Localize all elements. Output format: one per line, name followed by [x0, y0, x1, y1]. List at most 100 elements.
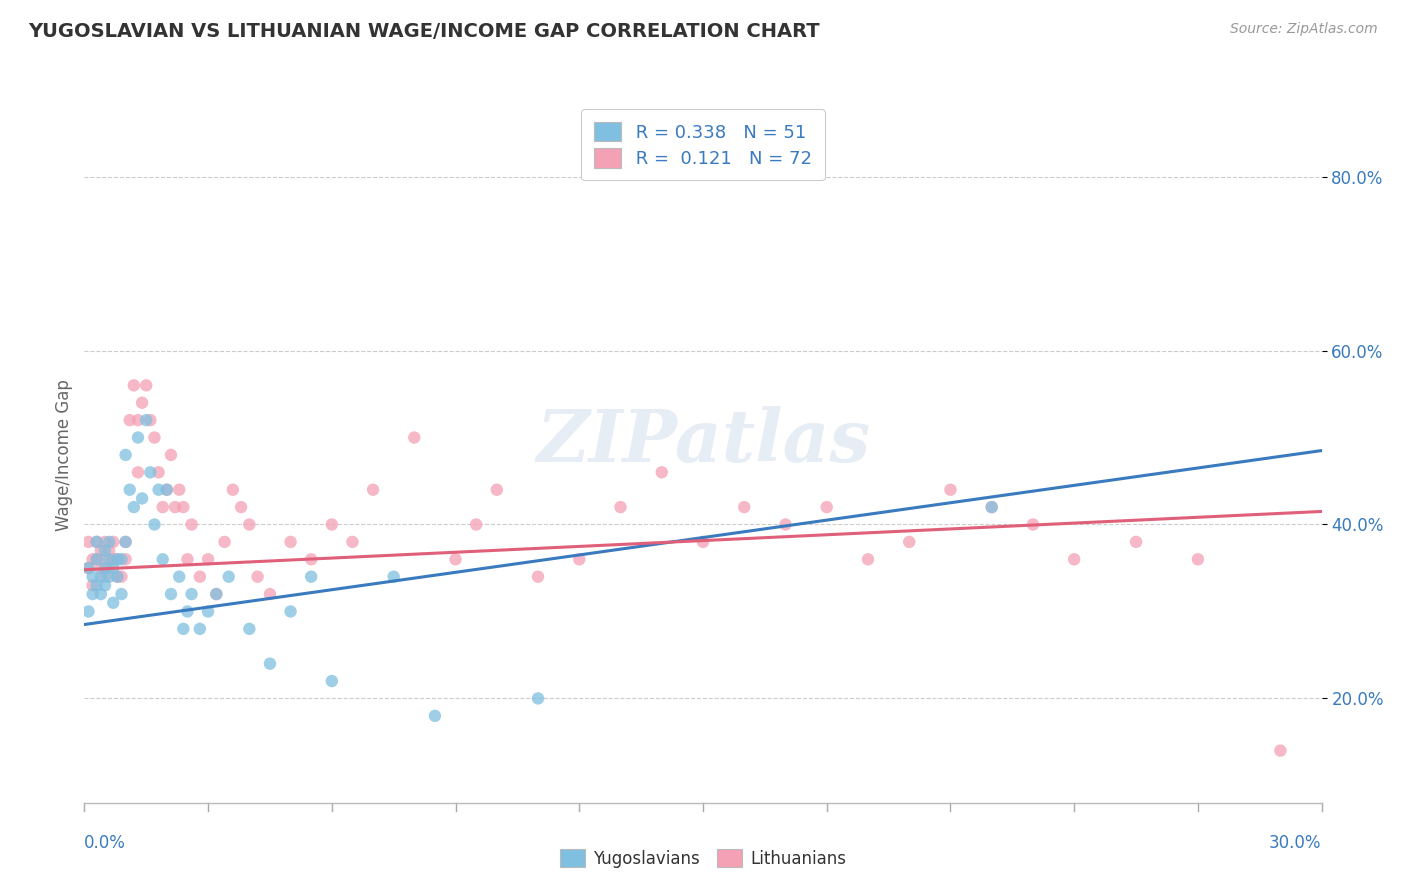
Point: [404, 430, 426, 444]
Point: [280, 605, 302, 619]
Point: [122, 378, 145, 392]
Point: [135, 378, 157, 392]
Point: [105, 570, 128, 584]
Point: [197, 552, 219, 566]
Point: [1022, 517, 1045, 532]
Point: [86, 552, 108, 566]
Point: [280, 534, 302, 549]
Point: [86, 578, 108, 592]
Point: [118, 413, 141, 427]
Point: [90, 587, 112, 601]
Point: [82, 570, 104, 584]
Point: [94, 534, 117, 549]
Point: [160, 448, 183, 462]
Point: [980, 500, 1002, 514]
Point: [485, 483, 508, 497]
Point: [98, 552, 121, 566]
Point: [86, 534, 108, 549]
Point: [77, 561, 100, 575]
Text: ZIPatlas: ZIPatlas: [536, 406, 870, 476]
Point: [105, 552, 128, 566]
Point: [86, 534, 108, 549]
Point: [86, 552, 108, 566]
Point: [259, 587, 281, 601]
Point: [815, 500, 838, 514]
Point: [77, 605, 100, 619]
Point: [94, 578, 117, 592]
Point: [238, 622, 260, 636]
Point: [148, 483, 170, 497]
Point: [299, 552, 322, 566]
Legend: Yugoslavians, Lithuanians: Yugoslavians, Lithuanians: [554, 842, 852, 874]
Point: [692, 534, 714, 549]
Text: YUGOSLAVIAN VS LITHUANIAN WAGE/INCOME GAP CORRELATION CHART: YUGOSLAVIAN VS LITHUANIAN WAGE/INCOME GA…: [28, 22, 820, 41]
Text: 30.0%: 30.0%: [1270, 834, 1322, 852]
Point: [361, 483, 384, 497]
Point: [1270, 744, 1292, 758]
Point: [143, 517, 166, 532]
Point: [1063, 552, 1085, 566]
Point: [568, 552, 591, 566]
Point: [103, 561, 125, 575]
Point: [321, 517, 343, 532]
Point: [156, 483, 179, 497]
Point: [77, 561, 100, 575]
Point: [214, 534, 236, 549]
Point: [139, 413, 162, 427]
Point: [98, 570, 121, 584]
Point: [90, 570, 112, 584]
Point: [165, 500, 187, 514]
Point: [103, 596, 125, 610]
Point: [82, 552, 104, 566]
Point: [527, 570, 550, 584]
Point: [898, 534, 921, 549]
Point: [114, 534, 136, 549]
Point: [167, 483, 190, 497]
Point: [205, 587, 228, 601]
Point: [82, 578, 104, 592]
Point: [139, 466, 162, 480]
Point: [156, 483, 179, 497]
Point: [135, 413, 157, 427]
Point: [105, 570, 128, 584]
Point: [197, 605, 219, 619]
Point: [90, 543, 112, 558]
Point: [980, 500, 1002, 514]
Point: [651, 466, 673, 480]
Point: [110, 552, 132, 566]
Point: [1125, 534, 1147, 549]
Point: [229, 500, 252, 514]
Point: [82, 587, 104, 601]
Point: [94, 552, 117, 566]
Point: [114, 534, 136, 549]
Point: [238, 517, 260, 532]
Point: [127, 413, 149, 427]
Point: [465, 517, 488, 532]
Text: Source: ZipAtlas.com: Source: ZipAtlas.com: [1230, 22, 1378, 37]
Point: [188, 622, 211, 636]
Point: [143, 430, 166, 444]
Point: [167, 570, 190, 584]
Point: [118, 483, 141, 497]
Point: [527, 691, 550, 706]
Point: [127, 430, 149, 444]
Point: [103, 534, 125, 549]
Point: [98, 534, 121, 549]
Point: [172, 500, 194, 514]
Point: [342, 534, 364, 549]
Point: [114, 448, 136, 462]
Point: [77, 534, 100, 549]
Point: [259, 657, 281, 671]
Point: [94, 561, 117, 575]
Point: [152, 500, 174, 514]
Point: [98, 543, 121, 558]
Point: [180, 517, 202, 532]
Point: [1187, 552, 1209, 566]
Point: [98, 561, 121, 575]
Point: [114, 552, 136, 566]
Point: [939, 483, 962, 497]
Point: [176, 552, 198, 566]
Point: [218, 570, 240, 584]
Point: [775, 517, 797, 532]
Point: [152, 552, 174, 566]
